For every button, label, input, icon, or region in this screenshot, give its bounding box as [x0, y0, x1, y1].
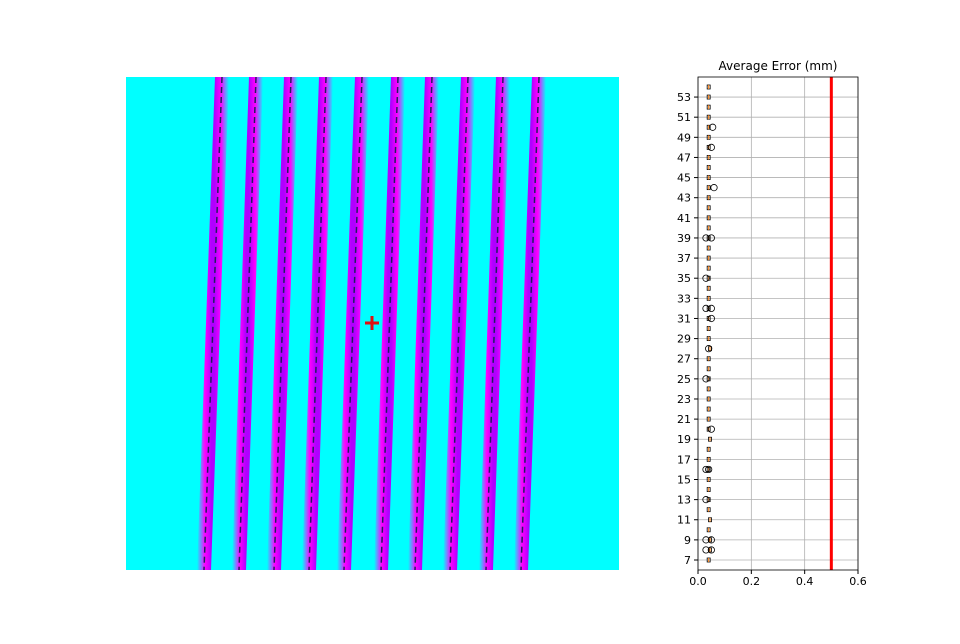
stripe-center [380, 76, 399, 571]
stripe [479, 77, 510, 570]
image-panel [126, 76, 619, 571]
y-tick-label: 13 [677, 494, 691, 507]
outlier [707, 143, 715, 151]
y-tick-label: 47 [677, 151, 691, 164]
stripe [408, 77, 439, 570]
outlier [702, 234, 710, 242]
stripe [232, 77, 263, 570]
y-tick-label: 37 [677, 252, 691, 265]
y-tick-label: 41 [677, 212, 691, 225]
stripe [337, 77, 369, 570]
x-tick-label: 0.2 [743, 575, 761, 588]
y-tick-label: 31 [677, 312, 691, 325]
outlier [707, 546, 715, 554]
stripe-center [203, 76, 223, 571]
y-tick-label: 53 [677, 91, 691, 104]
y-tick-label: 39 [677, 232, 691, 245]
stripe-center [343, 76, 363, 571]
stripe [267, 77, 298, 570]
stripe [443, 77, 475, 570]
y-tick-label: 15 [677, 473, 691, 486]
y-tick-label: 51 [677, 111, 691, 124]
y-tick-label: 23 [677, 393, 691, 406]
stripe-center [238, 76, 257, 571]
stripe-center [449, 76, 469, 571]
y-tick-label: 19 [677, 433, 691, 446]
stripe [374, 77, 405, 570]
y-tick-label: 11 [677, 514, 691, 527]
outlier [705, 465, 713, 474]
stripe-center [308, 76, 327, 571]
y-tick-label: 25 [677, 373, 691, 386]
stripe [197, 77, 229, 570]
outlier [702, 536, 710, 544]
outlier [702, 465, 710, 474]
y-tick-label: 21 [677, 413, 691, 426]
stripe [514, 77, 546, 570]
chart-title: Average Error (mm) [719, 59, 838, 73]
y-tick-label: 7 [684, 554, 691, 567]
y-tick-label: 27 [677, 353, 691, 366]
outlier [707, 536, 715, 544]
outlier [707, 234, 715, 242]
outlier [707, 314, 715, 323]
y-tick-label: 45 [677, 172, 691, 185]
outlier [709, 123, 717, 131]
outlier [710, 184, 718, 192]
y-tick-label: 29 [677, 333, 691, 346]
outlier [707, 425, 715, 433]
outlier [702, 375, 710, 383]
y-tick-label: 43 [677, 192, 691, 205]
outlier [702, 304, 710, 313]
axes-frame [697, 76, 859, 571]
outlier [707, 304, 715, 313]
stripe [302, 77, 333, 570]
stripe-center [485, 76, 504, 571]
y-tick-label: 35 [677, 272, 691, 285]
outlier [702, 496, 710, 504]
y-tick-label: 49 [677, 131, 691, 144]
stripe-center [414, 76, 433, 571]
x-tick-label: 0.0 [689, 575, 707, 588]
x-tick-label: 0.6 [849, 575, 867, 588]
y-tick-label: 9 [684, 534, 691, 547]
outlier [702, 546, 710, 554]
center-marker [365, 316, 379, 330]
stripe-center [273, 76, 292, 571]
outlier [702, 274, 710, 282]
y-tick-label: 17 [677, 453, 691, 466]
x-tick-label: 0.4 [796, 575, 814, 588]
stripe-center [520, 76, 540, 571]
outlier [705, 345, 713, 353]
y-tick-label: 33 [677, 292, 691, 305]
